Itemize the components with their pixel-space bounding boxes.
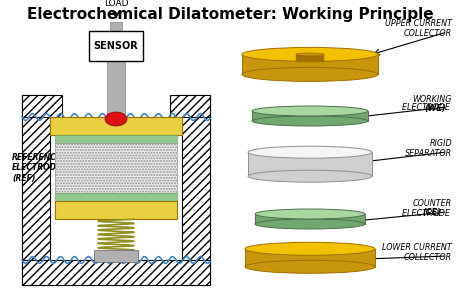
- Ellipse shape: [241, 47, 377, 61]
- Ellipse shape: [247, 170, 371, 182]
- Text: ELECTRODE: ELECTRODE: [401, 103, 451, 112]
- Ellipse shape: [252, 106, 367, 116]
- Bar: [247, 152, 371, 176]
- Text: RIGID: RIGID: [428, 139, 451, 149]
- Text: ELECTRODE: ELECTRODE: [401, 208, 451, 217]
- Ellipse shape: [254, 219, 364, 229]
- Text: WORKING: WORKING: [412, 95, 451, 103]
- FancyBboxPatch shape: [89, 31, 143, 61]
- Ellipse shape: [241, 68, 377, 81]
- Text: SENSOR: SENSOR: [94, 41, 138, 51]
- Bar: [107, 60, 125, 117]
- Ellipse shape: [105, 112, 127, 126]
- Text: (REF): (REF): [12, 173, 35, 182]
- Bar: [55, 143, 177, 193]
- Bar: [50, 117, 182, 135]
- Bar: [94, 250, 138, 262]
- Bar: [182, 95, 210, 285]
- Text: COLLECTOR: COLLECTOR: [403, 252, 451, 262]
- Bar: [55, 193, 177, 201]
- Ellipse shape: [295, 53, 323, 56]
- Text: Electrochemical Dilatometer: Working Principle: Electrochemical Dilatometer: Working Pri…: [27, 6, 432, 21]
- Bar: [252, 111, 367, 121]
- Text: LOWER CURRENT: LOWER CURRENT: [381, 243, 451, 252]
- Text: LOAD: LOAD: [104, 0, 128, 8]
- Bar: [22, 95, 62, 117]
- Text: UPPER CURRENT: UPPER CURRENT: [384, 20, 451, 29]
- Text: REFERENCE: REFERENCE: [12, 154, 62, 162]
- Ellipse shape: [252, 116, 367, 126]
- Ellipse shape: [254, 209, 364, 219]
- Ellipse shape: [247, 146, 371, 158]
- Text: SEPARATOR: SEPARATOR: [404, 149, 451, 157]
- Bar: [170, 95, 210, 117]
- Bar: [55, 201, 177, 219]
- Text: (CE): (CE): [421, 208, 440, 217]
- Bar: [110, 22, 122, 32]
- Bar: [245, 249, 374, 267]
- Ellipse shape: [245, 242, 374, 255]
- Bar: [22, 95, 50, 285]
- Ellipse shape: [245, 260, 374, 273]
- Bar: [254, 214, 364, 224]
- Text: ELECTRODE: ELECTRODE: [12, 164, 62, 173]
- Text: COLLECTOR: COLLECTOR: [403, 29, 451, 37]
- Bar: [22, 260, 210, 285]
- Text: COUNTER: COUNTER: [412, 200, 451, 208]
- Bar: [241, 54, 377, 74]
- Bar: [55, 135, 177, 143]
- Text: (WE): (WE): [423, 103, 445, 112]
- Bar: [295, 54, 323, 62]
